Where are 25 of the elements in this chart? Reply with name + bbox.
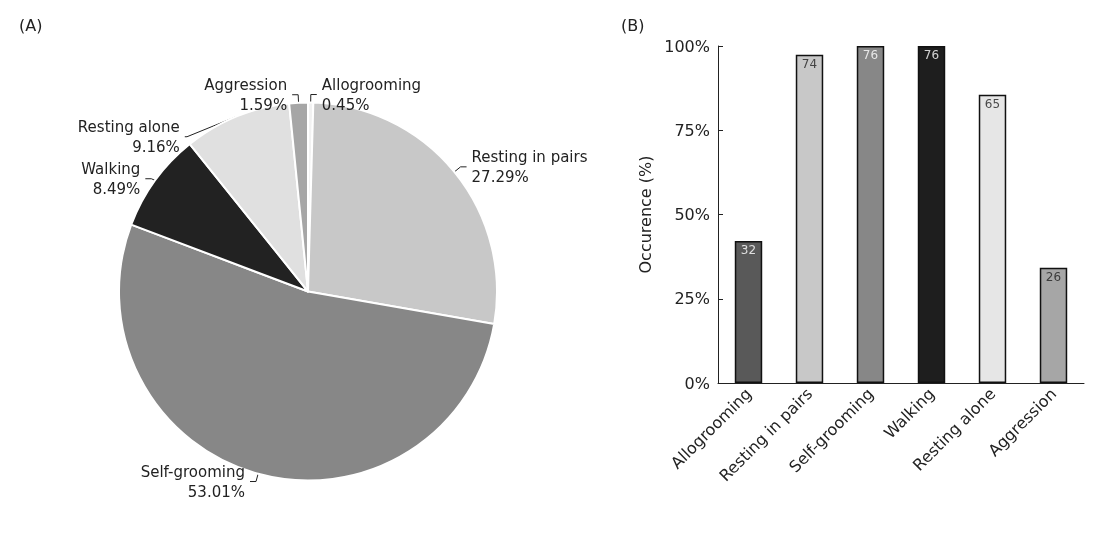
chart-title: (B) <box>621 15 645 35</box>
data-label: 8.49% <box>92 179 141 198</box>
data-label: 27.29% <box>471 167 529 186</box>
y-axis-title: Occurence (%) <box>635 155 655 274</box>
annotation: 76 <box>862 48 879 62</box>
y-tick-label: 50% <box>674 205 710 224</box>
slice-label: Resting alone <box>77 117 180 136</box>
data-label: 0.45% <box>321 95 370 114</box>
chart-title: (A) <box>19 15 43 35</box>
y-tick-label: 75% <box>674 120 710 140</box>
slice-label: Walking <box>81 159 141 178</box>
y-tick-label: 25% <box>674 289 710 309</box>
y-tick-label: 0% <box>684 373 710 393</box>
y-tick-label: 100% <box>664 36 710 56</box>
data-label: 1.59% <box>239 95 288 114</box>
slice-label: Resting in pairs <box>471 147 588 166</box>
annotation: 76 <box>923 48 940 62</box>
slice-label: Allogrooming <box>321 75 422 94</box>
annotation: 26 <box>1045 269 1062 284</box>
annotation: 65 <box>984 96 1001 111</box>
data-label: 9.16% <box>132 137 180 156</box>
annotation: 32 <box>740 243 757 258</box>
slice-label: Aggression <box>204 75 288 94</box>
data-label: 53.01% <box>187 482 246 501</box>
annotation: 74 <box>801 56 818 71</box>
